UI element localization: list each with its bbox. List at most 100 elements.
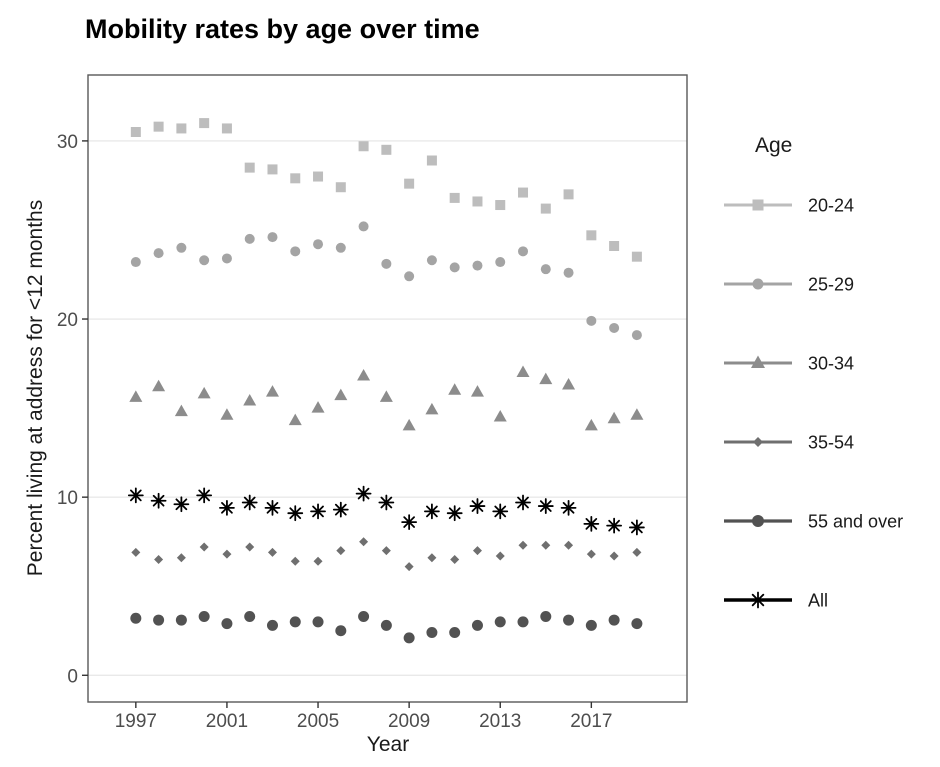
data-point-diamond — [609, 551, 619, 561]
data-point-circle — [563, 614, 575, 626]
data-point-triangle — [288, 413, 302, 426]
x-axis-title: Year — [366, 733, 410, 756]
data-point-triangle — [751, 355, 765, 368]
data-point-triangle — [516, 365, 530, 377]
data-point-circle — [403, 632, 415, 644]
x-tick-label: 2005 — [297, 711, 339, 732]
data-point-triangle — [265, 385, 279, 397]
data-point-square — [495, 200, 506, 211]
data-point-circle — [130, 612, 142, 624]
x-tick-label: 2001 — [206, 711, 248, 732]
data-point-diamond — [199, 542, 209, 552]
data-point-triangle — [220, 408, 234, 420]
data-point-diamond — [313, 556, 323, 566]
x-tick-label: 2009 — [388, 711, 430, 732]
data-point-circle — [404, 271, 415, 282]
data-point-triangle — [129, 390, 143, 402]
data-point-square — [472, 196, 483, 207]
data-point-diamond — [267, 547, 277, 557]
data-point-triangle — [152, 379, 166, 392]
data-point-triangle — [311, 401, 325, 413]
data-point-circle — [631, 618, 643, 630]
data-point-diamond — [290, 556, 300, 566]
data-point-square — [244, 162, 255, 173]
x-tick-label: 2013 — [479, 711, 521, 732]
data-point-asterisk — [219, 499, 235, 516]
data-point-triangle — [584, 418, 598, 431]
y-tick-label: 10 — [57, 488, 78, 509]
data-point-circle — [175, 614, 187, 626]
data-point-triangle — [379, 390, 393, 402]
data-point-circle — [426, 627, 438, 639]
data-point-circle — [380, 619, 392, 631]
data-point-square — [221, 123, 232, 134]
data-point-square — [267, 164, 278, 175]
x-tick-label: 2017 — [570, 711, 612, 732]
data-point-circle — [449, 627, 461, 639]
data-point-triangle — [539, 372, 553, 385]
data-point-diamond — [518, 540, 528, 550]
data-point-square — [609, 241, 620, 251]
data-point-circle — [563, 267, 574, 278]
data-point-circle — [199, 255, 210, 266]
series-55-and-over — [130, 611, 643, 644]
data-point-circle — [358, 221, 369, 232]
data-point-asterisk — [749, 591, 767, 609]
data-point-circle — [540, 264, 551, 275]
data-point-diamond — [541, 540, 551, 550]
data-point-square — [426, 155, 437, 166]
data-point-asterisk — [378, 494, 395, 511]
series-35-54 — [131, 537, 642, 572]
data-point-triangle — [448, 383, 462, 395]
legend-label: 35-54 — [808, 433, 854, 453]
data-point-triangle — [402, 418, 416, 431]
data-point-square — [540, 203, 551, 214]
data-point-diamond — [632, 547, 642, 557]
data-point-triangle — [607, 411, 621, 424]
data-point-circle — [221, 618, 233, 630]
data-point-diamond — [336, 546, 346, 556]
legend-label: 25-29 — [808, 275, 854, 295]
data-point-diamond — [586, 549, 596, 559]
data-point-triangle — [630, 408, 644, 420]
legend-label: 20-24 — [808, 196, 854, 216]
data-point-asterisk — [241, 494, 258, 511]
data-point-triangle — [334, 388, 348, 401]
data-point-asterisk — [537, 498, 554, 514]
data-point-circle — [471, 619, 483, 631]
data-point-asterisk — [355, 485, 372, 502]
x-tick-label: 1997 — [115, 711, 157, 732]
data-point-asterisk — [150, 492, 167, 509]
data-point-circle — [335, 625, 347, 637]
data-point-diamond — [131, 547, 141, 557]
data-point-triangle — [562, 377, 576, 390]
data-point-circle — [313, 239, 324, 250]
data-point-asterisk — [606, 517, 623, 534]
data-point-circle — [290, 246, 301, 257]
legend-entry: 35-54 — [724, 433, 854, 453]
data-point-circle — [752, 515, 764, 527]
data-point-square — [313, 171, 324, 182]
y-tick-label: 20 — [57, 310, 78, 331]
legend-label: 30-34 — [808, 354, 854, 374]
data-point-asterisk — [310, 503, 326, 520]
data-point-triangle — [174, 404, 188, 417]
legend-label: 55 and over — [808, 512, 903, 532]
legend-entry: 20-24 — [724, 196, 854, 216]
data-point-circle — [289, 616, 301, 628]
data-point-triangle — [243, 393, 257, 406]
data-point-triangle — [357, 369, 371, 381]
data-point-diamond — [564, 540, 574, 550]
data-point-circle — [608, 614, 620, 626]
data-point-circle — [266, 619, 278, 631]
legend-entry: 30-34 — [724, 354, 854, 374]
data-point-circle — [153, 248, 164, 259]
data-point-diamond — [359, 537, 369, 547]
data-point-square — [290, 173, 301, 184]
data-point-circle — [198, 611, 210, 622]
data-point-asterisk — [196, 487, 213, 504]
legend-title: Age — [755, 134, 792, 157]
legend-entry: All — [724, 591, 828, 611]
data-point-square — [153, 121, 164, 132]
